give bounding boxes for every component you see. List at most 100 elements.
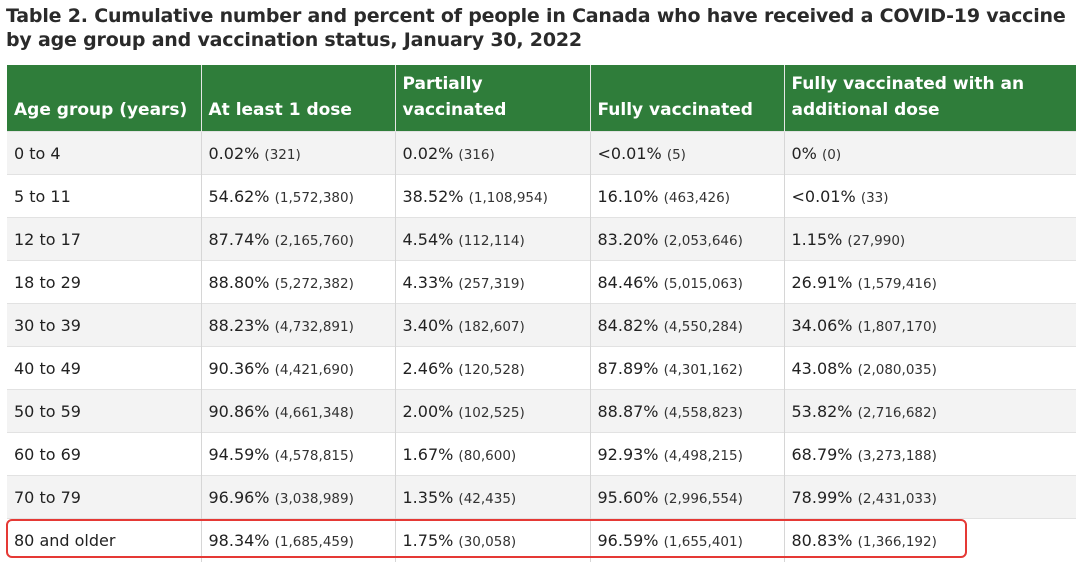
percent-value: 80.83% bbox=[791, 530, 853, 550]
fully-vaccinated-cell: 87.89% (4,301,162) bbox=[590, 346, 785, 390]
table-row: 18 to 29 88.80% (5,272,382) 4.33% (257,319… bbox=[7, 260, 1076, 304]
age-group-cell: 70 to 79 bbox=[7, 475, 202, 519]
at-least-1-dose-cell: 96.96% (3,038,989) bbox=[201, 475, 396, 519]
percent-value: 34.06% bbox=[791, 315, 853, 335]
partially-vaccinated-cell: 3.40% (182,607) bbox=[395, 303, 591, 347]
percent-value: 1.75% bbox=[402, 530, 454, 550]
age-group-cell: 50 to 59 bbox=[7, 389, 202, 433]
percent-value: <0.01% bbox=[791, 186, 856, 206]
at-least-1-dose-cell: 87.74% (2,165,760) bbox=[201, 217, 396, 261]
count-value: (33) bbox=[860, 189, 889, 206]
percent-value: 4.33% bbox=[402, 272, 454, 292]
count-value: (80,600) bbox=[458, 447, 517, 464]
percent-value: 1.15% bbox=[791, 229, 843, 249]
count-value: (5,272,382) bbox=[274, 275, 354, 292]
count-value: (27,990) bbox=[847, 232, 906, 249]
fully-vaccinated-cell: 92.93% (4,498,215) bbox=[590, 432, 785, 476]
count-value: (5) bbox=[666, 146, 686, 163]
count-value: (2,431,033) bbox=[857, 490, 937, 507]
count-value: (4,498,215) bbox=[663, 447, 743, 464]
percent-value: 3.40% bbox=[402, 315, 454, 335]
at-least-1-dose-cell: 90.36% (4,421,690) bbox=[201, 346, 396, 390]
percent-value: 1.67% bbox=[402, 444, 454, 464]
fully-vaccinated-cell: <0.01% (5) bbox=[590, 131, 785, 175]
percent-value: 78.99% bbox=[791, 487, 853, 507]
percent-value: 2.00% bbox=[402, 401, 454, 421]
percent-value: 0.02% bbox=[402, 143, 454, 163]
at-least-1-dose-cell: 0.02% (321) bbox=[201, 131, 396, 175]
percent-value: 88.23% bbox=[208, 315, 270, 335]
at-least-1-dose-cell: 98.34% (1,685,459) bbox=[201, 518, 396, 562]
percent-value: 26.91% bbox=[791, 272, 853, 292]
header-row: Age group (years) At least 1 dose Partia… bbox=[7, 65, 1076, 132]
additional-dose-cell: 34.06% (1,807,170) bbox=[784, 303, 1076, 347]
count-value: (4,550,284) bbox=[663, 318, 743, 335]
count-value: (4,578,815) bbox=[274, 447, 354, 464]
count-value: (1,572,380) bbox=[274, 189, 354, 206]
header-partially-vaccinated: Partially vaccinated bbox=[395, 65, 591, 132]
percent-value: 96.96% bbox=[208, 487, 270, 507]
partially-vaccinated-cell: 4.54% (112,114) bbox=[395, 217, 591, 261]
percent-value: 84.82% bbox=[597, 315, 659, 335]
additional-dose-cell: 26.91% (1,579,416) bbox=[784, 260, 1076, 304]
fully-vaccinated-cell: 88.87% (4,558,823) bbox=[590, 389, 785, 433]
fully-vaccinated-cell: 83.20% (2,053,646) bbox=[590, 217, 785, 261]
count-value: (2,716,682) bbox=[857, 404, 937, 421]
table-row: 30 to 39 88.23% (4,732,891) 3.40% (182,607… bbox=[7, 303, 1076, 347]
at-least-1-dose-cell: 54.62% (1,572,380) bbox=[201, 174, 396, 218]
additional-dose-cell: 43.08% (2,080,035) bbox=[784, 346, 1076, 390]
fully-vaccinated-cell: 84.82% (4,550,284) bbox=[590, 303, 785, 347]
partially-vaccinated-cell: 2.46% (120,528) bbox=[395, 346, 591, 390]
percent-value: 95.60% bbox=[597, 487, 659, 507]
percent-value: 2.46% bbox=[402, 358, 454, 378]
at-least-1-dose-cell: 94.59% (4,578,815) bbox=[201, 432, 396, 476]
count-value: (4,301,162) bbox=[663, 361, 743, 378]
table-row: 0 to 4 0.02% (321) 0.02% (316) <0.01% (5) 0%… bbox=[7, 131, 1076, 175]
percent-value: 98.34% bbox=[208, 530, 270, 550]
count-value: (2,165,760) bbox=[274, 232, 354, 249]
percent-value: 0.02% bbox=[208, 143, 260, 163]
table-row: 5 to 11 54.62% (1,572,380) 38.52% (1,108,9… bbox=[7, 174, 1076, 218]
percent-value: 90.36% bbox=[208, 358, 270, 378]
table-row: 40 to 49 90.36% (4,421,690) 2.46% (120,528… bbox=[7, 346, 1076, 390]
percent-value: 84.46% bbox=[597, 272, 659, 292]
percent-value: 54.62% bbox=[208, 186, 270, 206]
count-value: (3,273,188) bbox=[857, 447, 937, 464]
partially-vaccinated-cell: 1.75% (30,058) bbox=[395, 518, 591, 562]
percent-value: 0% bbox=[791, 143, 817, 163]
count-value: (120,528) bbox=[458, 361, 525, 378]
count-value: (0) bbox=[821, 146, 842, 163]
age-group-cell: 5 to 11 bbox=[7, 174, 202, 218]
count-value: (1,685,459) bbox=[274, 533, 354, 550]
count-value: (463,426) bbox=[663, 189, 730, 206]
age-group-cell: 0 to 4 bbox=[7, 131, 202, 175]
at-least-1-dose-cell: 88.23% (4,732,891) bbox=[201, 303, 396, 347]
age-group-cell: 80 and older bbox=[7, 518, 202, 562]
count-value: (42,435) bbox=[458, 490, 517, 507]
count-value: (4,661,348) bbox=[274, 404, 354, 421]
header-at-least-1-dose: At least 1 dose bbox=[201, 65, 396, 132]
additional-dose-cell: 78.99% (2,431,033) bbox=[784, 475, 1076, 519]
table-row: 50 to 59 90.86% (4,661,348) 2.00% (102,525… bbox=[7, 389, 1076, 433]
count-value: (316) bbox=[458, 146, 495, 163]
count-value: (1,579,416) bbox=[857, 275, 937, 292]
header-additional-dose: Fully vaccinated with an additional dose bbox=[784, 65, 1076, 132]
additional-dose-cell: 1.15% (27,990) bbox=[784, 217, 1076, 261]
count-value: (2,053,646) bbox=[663, 232, 743, 249]
percent-value: 83.20% bbox=[597, 229, 659, 249]
partially-vaccinated-cell: 38.52% (1,108,954) bbox=[395, 174, 591, 218]
percent-value: 87.74% bbox=[208, 229, 270, 249]
percent-value: 87.89% bbox=[597, 358, 659, 378]
count-value: (1,366,192) bbox=[857, 533, 937, 550]
percent-value: 92.93% bbox=[597, 444, 659, 464]
partially-vaccinated-cell: 4.33% (257,319) bbox=[395, 260, 591, 304]
fully-vaccinated-cell: 95.60% (2,996,554) bbox=[590, 475, 785, 519]
additional-dose-cell: 80.83% (1,366,192) bbox=[784, 518, 1076, 562]
percent-value: 16.10% bbox=[597, 186, 659, 206]
at-least-1-dose-cell: 88.80% (5,272,382) bbox=[201, 260, 396, 304]
count-value: (1,807,170) bbox=[857, 318, 937, 335]
percent-value: 43.08% bbox=[791, 358, 853, 378]
count-value: (257,319) bbox=[458, 275, 525, 292]
fully-vaccinated-cell: 84.46% (5,015,063) bbox=[590, 260, 785, 304]
additional-dose-cell: 0% (0) bbox=[784, 131, 1076, 175]
